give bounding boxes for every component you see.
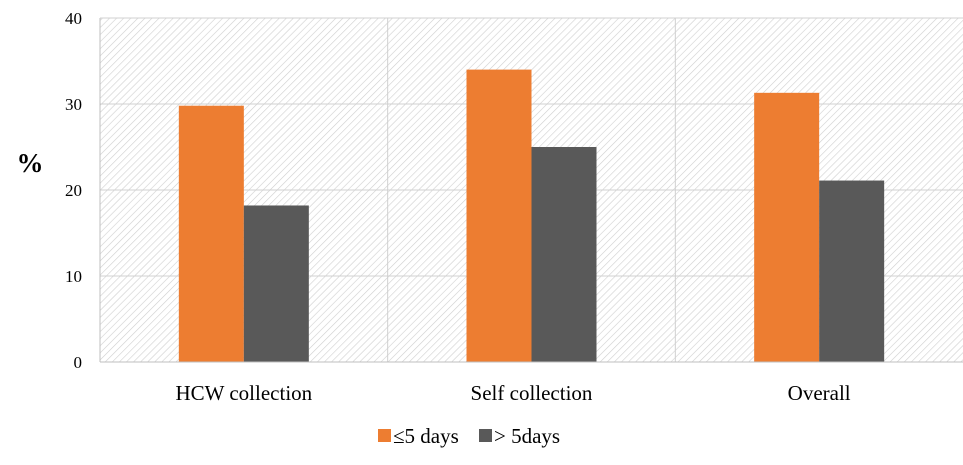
- bars: [178, 69, 885, 362]
- x-tick-label: Overall: [788, 381, 851, 405]
- y-tick-label: 10: [65, 267, 82, 286]
- labels: % 0 10 20 30 40 HCW collection Self collection…: [17, 9, 851, 405]
- y-tick-label: 40: [65, 9, 82, 28]
- bar-le5-days: [466, 69, 532, 362]
- bar-le5-days: [754, 92, 820, 362]
- axes: [99, 18, 963, 363]
- x-tick-label: Self collection: [471, 381, 593, 405]
- y-tick-label: 30: [65, 95, 82, 114]
- bar-gt5-days: [243, 205, 309, 362]
- bar-gt5-days: [819, 180, 885, 362]
- y-axis-label: %: [17, 148, 44, 178]
- y-tick-label: 20: [65, 181, 82, 200]
- legend-label: > 5days: [494, 424, 560, 448]
- legend-swatch: [479, 429, 492, 442]
- legend-swatch: [378, 429, 391, 442]
- bar-le5-days: [178, 105, 244, 362]
- legend: ≤5 days > 5days: [378, 424, 560, 448]
- x-tick-label: HCW collection: [175, 381, 312, 405]
- legend-label: ≤5 days: [393, 424, 459, 448]
- bar-gt5-days: [531, 147, 597, 362]
- y-tick-label: 0: [74, 353, 83, 372]
